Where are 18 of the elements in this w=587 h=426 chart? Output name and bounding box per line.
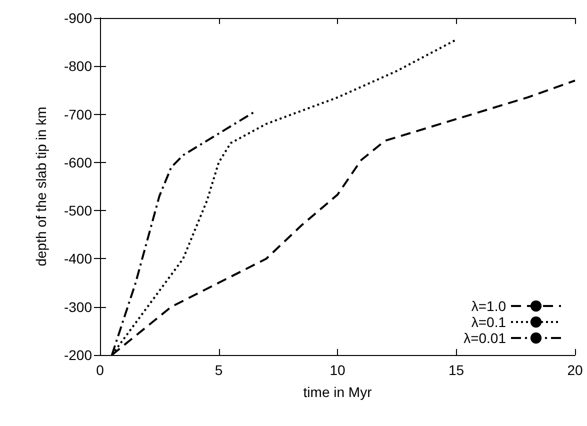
x-axis-title: time in Myr [303,384,372,400]
y-tick-label: -700 [64,106,92,122]
x-tick-label: 20 [567,362,583,378]
y-tick-label: -800 [64,58,92,74]
y-tick-label: -400 [64,250,92,267]
legend-label: λ=0.01 [464,330,506,346]
y-tick-label: -600 [64,154,92,170]
x-tick-label: 15 [448,362,464,378]
y-tick-label: -900 [64,10,92,26]
y-tick-label: -200 [64,347,92,363]
y-axis-title: depth of the slab tip in km [33,106,49,266]
legend-label: λ=0.1 [471,314,506,330]
x-tick-label: 0 [96,362,104,378]
legend-label: λ=1.0 [471,298,506,314]
x-tick-label: 10 [330,362,346,378]
x-tick-label: 5 [214,362,223,378]
y-tick-label: -500 [64,202,92,219]
y-tick-label: -300 [64,298,92,315]
